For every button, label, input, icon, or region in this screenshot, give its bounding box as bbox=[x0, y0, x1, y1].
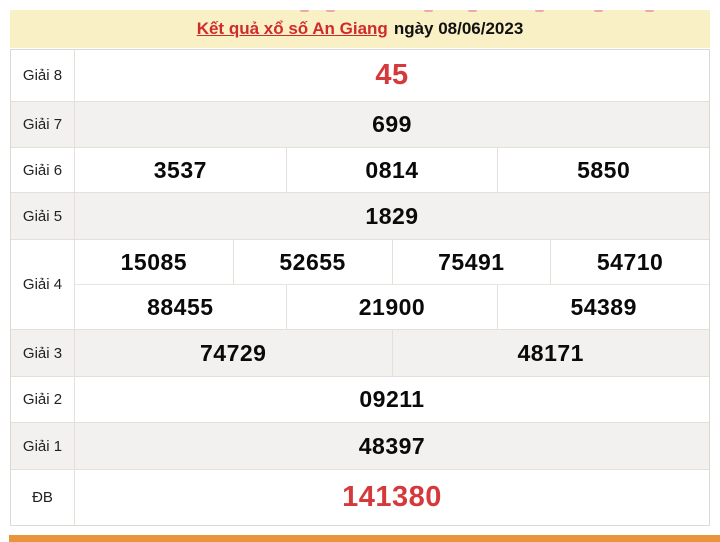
prize-label: Giải 2 bbox=[11, 377, 75, 422]
text-fragment bbox=[535, 10, 544, 12]
text-fragment bbox=[326, 10, 335, 12]
prize-row-giai-1: Giải 1 48397 bbox=[11, 423, 709, 470]
prize-value: 52655 bbox=[234, 240, 393, 284]
prize-value: 15085 bbox=[75, 240, 234, 284]
prize-label: ĐB bbox=[11, 470, 75, 525]
text-fragment bbox=[645, 10, 654, 12]
text-fragment bbox=[424, 10, 433, 12]
prize-row-db: ĐB 141380 bbox=[11, 470, 709, 525]
prize-row-giai-7: Giải 7 699 bbox=[11, 102, 709, 148]
prize-label: Giải 1 bbox=[11, 423, 75, 469]
prize-row-giai-5: Giải 5 1829 bbox=[11, 193, 709, 240]
prize-row-giai-4: Giải 4 15085 52655 75491 54710 88455 219… bbox=[11, 240, 709, 330]
prize-value: 48397 bbox=[358, 432, 426, 459]
text-fragment bbox=[300, 10, 309, 12]
prize-value: 54710 bbox=[596, 248, 664, 275]
prize-label: Giải 3 bbox=[11, 330, 75, 376]
results-table: Giải 8 45 Giải 7 699 Giải 6 3537 0814 58… bbox=[10, 49, 710, 526]
prize-value: 45 bbox=[375, 59, 409, 91]
prize-value: 75491 bbox=[393, 240, 552, 284]
results-header: Kết quả xổ số An Giang ngày 08/06/2023 bbox=[10, 10, 710, 48]
prize-value: 0814 bbox=[287, 148, 499, 192]
bottom-accent-bar bbox=[9, 535, 720, 542]
text-fragment bbox=[594, 10, 603, 12]
prize-row-giai-6: Giải 6 3537 0814 5850 bbox=[11, 148, 709, 193]
prize-value: 48171 bbox=[517, 339, 584, 366]
prize-row-giai-8: Giải 8 45 bbox=[11, 50, 709, 102]
prize-row-giai-2: Giải 2 09211 bbox=[11, 377, 709, 423]
prize-value: 5850 bbox=[577, 156, 631, 183]
prize-label: Giải 4 bbox=[11, 240, 75, 329]
prize-value: 88455 bbox=[75, 285, 287, 329]
prize-label: Giải 8 bbox=[11, 50, 75, 101]
prize-value: 3537 bbox=[75, 148, 287, 192]
text-fragment bbox=[468, 10, 477, 12]
prize-value: 141380 bbox=[342, 481, 442, 513]
prize-value: 1829 bbox=[365, 202, 419, 229]
title-date: ngày 08/06/2023 bbox=[393, 19, 524, 38]
prize-value: 09211 bbox=[359, 386, 425, 412]
prize-value: 54389 bbox=[570, 293, 637, 320]
prize-label: Giải 7 bbox=[11, 102, 75, 147]
prize-label: Giải 6 bbox=[11, 148, 75, 192]
prize-label: Giải 5 bbox=[11, 193, 75, 239]
prize-value: 699 bbox=[372, 111, 412, 137]
prize-value: 74729 bbox=[75, 330, 393, 376]
prize-row-giai-3: Giải 3 74729 48171 bbox=[11, 330, 709, 377]
prize-value: 21900 bbox=[287, 285, 499, 329]
title-link[interactable]: Kết quả xổ số An Giang bbox=[196, 19, 388, 38]
